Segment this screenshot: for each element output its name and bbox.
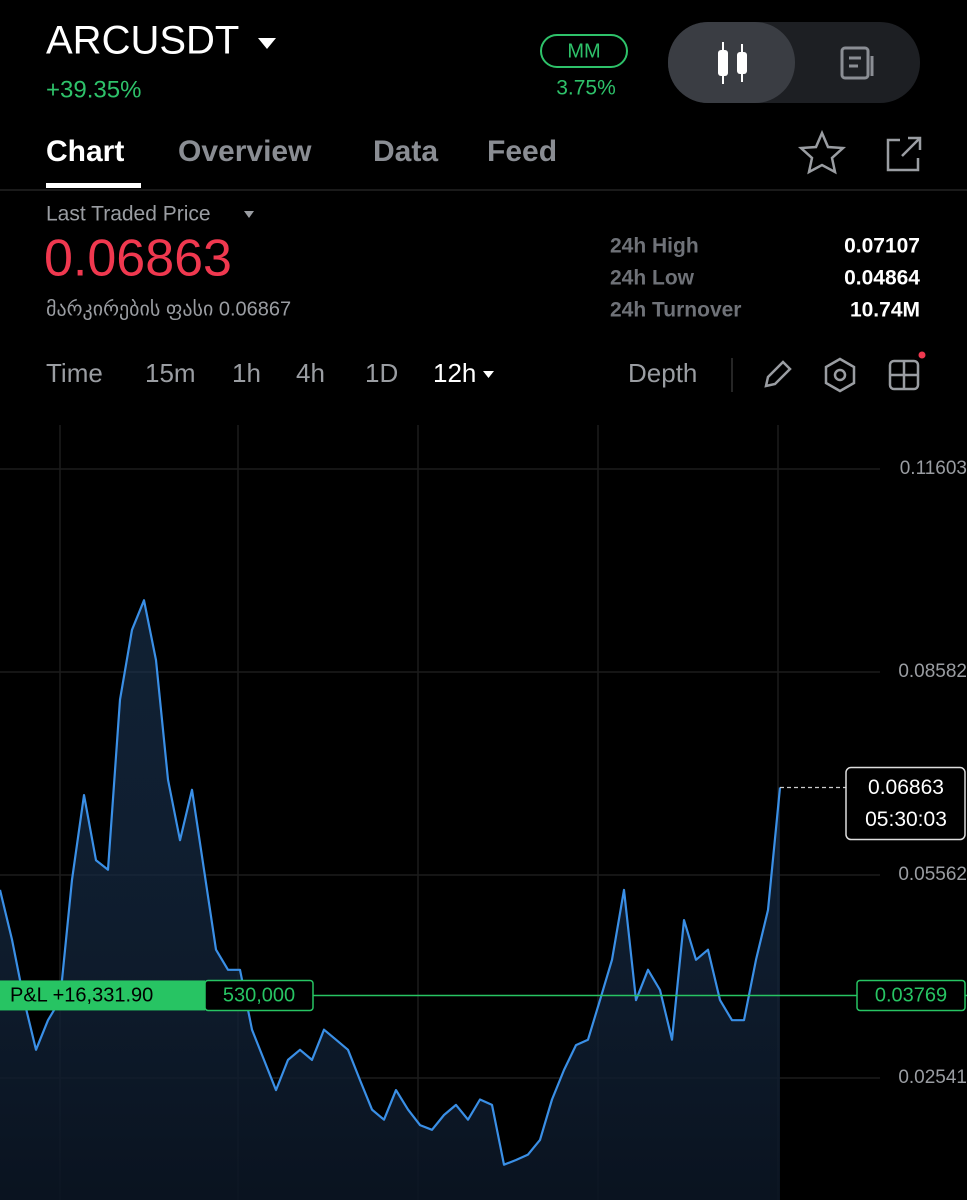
interval[interactable]: 1h [232, 358, 261, 388]
draw-tool[interactable] [764, 360, 792, 388]
stat-label: 24h Low [610, 267, 695, 290]
last-price-label: 0.06863 [868, 776, 944, 799]
tabs: Chart Overview Data Feed [46, 135, 557, 168]
y-tick-label: 0.11603 [900, 458, 967, 479]
last-price: 0.06863 [44, 230, 232, 288]
notification-dot [918, 351, 926, 359]
share-button[interactable] [886, 136, 922, 172]
y-tick-label: 0.02541 [898, 1067, 967, 1088]
size-badge [204, 979, 314, 1012]
depth-button[interactable]: Depth [628, 358, 697, 388]
size-label: 530,000 [223, 985, 295, 1007]
tab-underline [46, 183, 141, 188]
interval[interactable]: 4h [296, 358, 325, 388]
indicator-tool[interactable] [824, 357, 856, 393]
toggle-list[interactable] [840, 46, 874, 80]
interval[interactable]: 12h [433, 358, 476, 388]
last-price-badge [845, 766, 966, 841]
stat-value: 10.74M [850, 299, 920, 322]
change: +39.35% [46, 76, 141, 103]
price-line [0, 599, 782, 1166]
pnl-label[interactable]: P&L +16,331.90 [10, 985, 153, 1007]
price-label-dropdown[interactable] [244, 211, 254, 218]
mm-value: 3.75% [556, 77, 616, 100]
interval[interactable]: 15m [145, 358, 196, 388]
favorite-button[interactable] [797, 129, 847, 175]
tab[interactable]: Chart [46, 135, 124, 168]
countdown: 05:30:03 [865, 808, 947, 831]
position-price-badge [856, 979, 966, 1012]
y-tick-label: 0.08582 [898, 661, 967, 682]
mark-price: მარკირების ფასი 0.06867 [46, 298, 291, 320]
interval-dropdown[interactable] [483, 371, 494, 378]
stat-value: 0.04864 [844, 267, 920, 290]
mm-pill[interactable] [540, 34, 628, 68]
tab[interactable]: Data [373, 135, 438, 168]
stat-label: 24h High [610, 235, 699, 258]
layout-tool[interactable] [888, 359, 920, 391]
tab[interactable]: Feed [487, 135, 557, 168]
area-fill [0, 600, 780, 1200]
stat-value: 0.07107 [844, 235, 920, 258]
interval[interactable]: 1D [365, 358, 398, 388]
candle-icon [718, 42, 747, 84]
price-chart: 0.11603 0.08582 0.05562 0.02541 P&L +16,331.… [0, 425, 967, 1200]
tab[interactable]: Overview [178, 135, 312, 168]
toggle-candle[interactable] [668, 22, 795, 103]
position-price: 0.03769 [875, 985, 947, 1007]
interval[interactable]: Time [46, 358, 103, 388]
symbol[interactable]: ARCUSDT [46, 19, 239, 63]
y-tick-label: 0.05562 [898, 864, 967, 885]
price-label[interactable]: Last Traded Price [46, 203, 211, 226]
stats: 24h High 0.07107 24h Low 0.04864 24h Turnove… [610, 235, 920, 322]
intervals: Time 15m 1h 4h 1D 12h [46, 358, 476, 388]
symbol-dropdown[interactable] [258, 38, 276, 49]
stat-label: 24h Turnover [610, 299, 741, 322]
mm-label[interactable]: MM [567, 40, 600, 62]
pnl-badge[interactable] [0, 980, 205, 1011]
